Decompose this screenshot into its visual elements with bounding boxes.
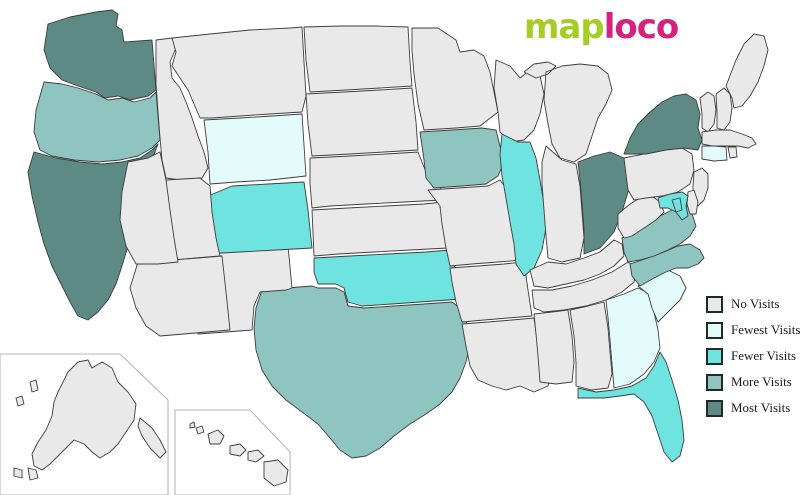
state-rhode-island[interactable]: Rhode Island	[727, 146, 738, 159]
logo-text-map: map	[524, 7, 605, 47]
state-maine[interactable]: Maine	[725, 33, 769, 109]
state-florida[interactable]: Florida	[577, 351, 685, 463]
state-michigan[interactable]: Michigan	[523, 61, 613, 163]
state-connecticut[interactable]: Connecticut	[701, 145, 728, 162]
state-maryland[interactable]: Maryland	[657, 191, 689, 221]
state-oklahoma[interactable]: Oklahoma	[313, 249, 473, 307]
state-delaware[interactable]: Delaware	[686, 189, 699, 215]
legend-label-no-visits: No Visits	[731, 296, 780, 311]
state-washington[interactable]: Washington	[43, 9, 157, 101]
state-montana[interactable]: Montana	[171, 26, 307, 119]
state-idaho[interactable]: Idaho	[155, 37, 209, 181]
state-kansas[interactable]: Kansas	[311, 201, 449, 257]
logo-text-loco: loco	[603, 7, 680, 47]
legend-swatch-fewer-visits	[706, 347, 723, 365]
hawaii-inset-frame	[174, 409, 291, 495]
state-north-dakota[interactable]: North Dakota	[303, 25, 413, 93]
maploco-logo[interactable]: maploco	[524, 6, 679, 48]
legend-swatch-most-visits	[706, 399, 723, 417]
legend-item-fewer-visits[interactable]: Fewer Visits	[706, 344, 800, 368]
states-layer[interactable]: Washington Oregon California Idaho Monta…	[13, 9, 769, 487]
legend-label-more-visits: More Visits	[731, 374, 792, 389]
state-new-hampshire[interactable]: New Hampshire	[715, 87, 733, 131]
state-indiana[interactable]: Indiana	[541, 145, 585, 263]
legend-item-fewest-visits[interactable]: Fewest Visits	[706, 318, 800, 342]
alaska-inset-frame	[0, 353, 169, 495]
state-alaska[interactable]: Alaska	[13, 359, 167, 481]
state-texas[interactable]: Texas	[253, 285, 471, 459]
state-vermont[interactable]: Vermont	[699, 91, 717, 133]
state-mississippi[interactable]: Mississippi	[533, 309, 575, 385]
state-wyoming[interactable]: Wyoming	[203, 113, 307, 185]
state-pennsylvania[interactable]: Pennsylvania	[623, 147, 695, 201]
legend-swatch-no-visits	[706, 295, 723, 313]
state-new-york[interactable]: New York	[623, 93, 703, 155]
state-hawaii[interactable]: Hawaii	[189, 421, 289, 487]
state-nevada[interactable]: Nevada	[119, 151, 179, 265]
legend-swatch-fewest-visits	[706, 321, 723, 339]
legend-item-most-visits[interactable]: Most Visits	[706, 396, 800, 420]
state-south-dakota[interactable]: South Dakota	[305, 87, 419, 157]
legend-item-no-visits[interactable]: No Visits	[706, 292, 800, 316]
state-kentucky[interactable]: Kentucky	[529, 239, 625, 289]
state-wisconsin[interactable]: Wisconsin	[493, 59, 545, 143]
state-oregon[interactable]: Oregon	[33, 81, 161, 163]
state-tennessee[interactable]: Tennessee	[531, 261, 637, 313]
legend-swatch-more-visits	[706, 373, 723, 391]
state-alabama[interactable]: Alabama	[569, 301, 613, 391]
state-arkansas[interactable]: Arkansas	[449, 261, 533, 323]
state-minnesota[interactable]: Minnesota	[411, 27, 499, 131]
state-iowa[interactable]: Iowa	[419, 127, 505, 189]
state-georgia[interactable]: Georgia	[605, 287, 661, 389]
state-louisiana[interactable]: Louisiana	[461, 317, 553, 393]
state-nebraska[interactable]: Nebraska	[309, 151, 443, 209]
state-massachusetts[interactable]: Massachusetts	[701, 129, 757, 149]
legend-item-more-visits[interactable]: More Visits	[706, 370, 800, 394]
legend-label-most-visits: Most Visits	[731, 400, 791, 415]
state-arizona[interactable]: Arizona	[129, 255, 231, 337]
legend-label-fewer-visits: Fewer Visits	[731, 348, 797, 363]
legend-label-fewest-visits: Fewest Visits	[731, 322, 800, 337]
map-legend: No Visits Fewest Visits Fewer Visits Mor…	[706, 292, 800, 422]
